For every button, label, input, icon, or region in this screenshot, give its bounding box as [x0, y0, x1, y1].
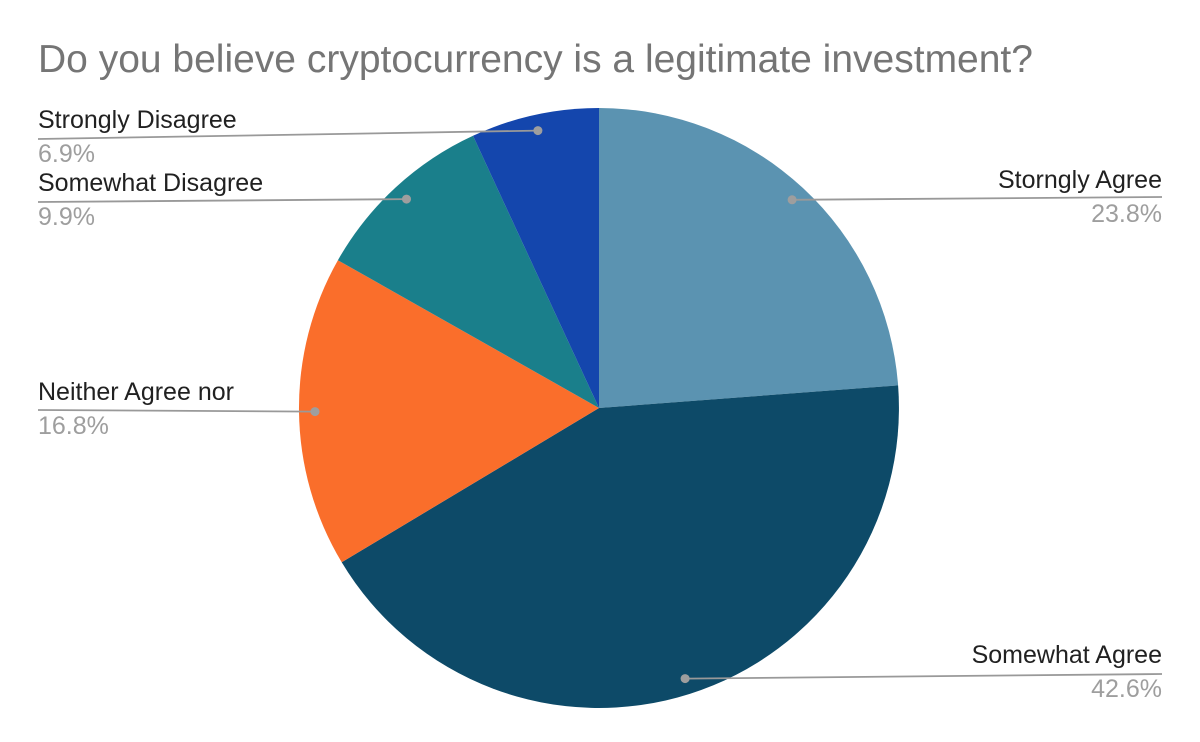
- slice-label-storngly-agree: Storngly Agree: [998, 166, 1162, 194]
- slice-label-neither-agree-nor: Neither Agree nor: [38, 378, 234, 406]
- slice-percent-strongly-disagree: 6.9%: [38, 140, 95, 168]
- pie-slice-storngly-agree: [599, 108, 899, 408]
- callout-line-somewhat-disagree: [37, 198, 407, 203]
- callout-storngly-agree: Storngly Agree 23.8%: [998, 165, 1162, 229]
- pie-slice-strongly-disagree: [473, 108, 599, 408]
- slice-label-somewhat-disagree: Somewhat Disagree: [38, 169, 264, 197]
- pie-slice-neither-agree-nor: [298, 260, 599, 563]
- slice-percent-neither-agree-nor: 16.8%: [38, 412, 109, 440]
- slice-percent-storngly-agree: 23.8%: [1091, 200, 1162, 228]
- slice-label-strongly-disagree: Strongly Disagree: [38, 106, 237, 134]
- pie-slice-somewhat-agree: [341, 385, 899, 708]
- callout-line-storngly-agree: [792, 196, 1163, 201]
- callout-strongly-disagree: Strongly Disagree 6.9%: [38, 105, 237, 169]
- callout-line-strongly-disagree: [37, 129, 538, 140]
- callout-dot-somewhat-agree: [680, 674, 690, 684]
- callout-somewhat-agree: Somewhat Agree 42.6%: [972, 640, 1162, 704]
- callout-line-somewhat-agree: [685, 673, 1163, 680]
- callout-dot-storngly-agree: [787, 195, 797, 205]
- callout-neither-agree-nor: Neither Agree nor 16.8%: [38, 377, 234, 441]
- slice-label-somewhat-agree: Somewhat Agree: [971, 641, 1162, 669]
- pie-slice-somewhat-disagree: [337, 135, 599, 409]
- slice-percent-somewhat-agree: 42.6%: [1091, 675, 1162, 703]
- slice-percent-somewhat-disagree: 9.9%: [38, 203, 95, 231]
- callout-dot-somewhat-disagree: [402, 194, 411, 204]
- chart-title: Do you believe cryptocurrency is a legit…: [38, 38, 1033, 81]
- callout-line-neither-agree-nor: [37, 409, 316, 413]
- callout-dot-neither-agree-nor: [310, 407, 320, 417]
- callout-somewhat-disagree: Somewhat Disagree 9.9%: [38, 168, 263, 232]
- callout-dot-strongly-disagree: [533, 126, 543, 136]
